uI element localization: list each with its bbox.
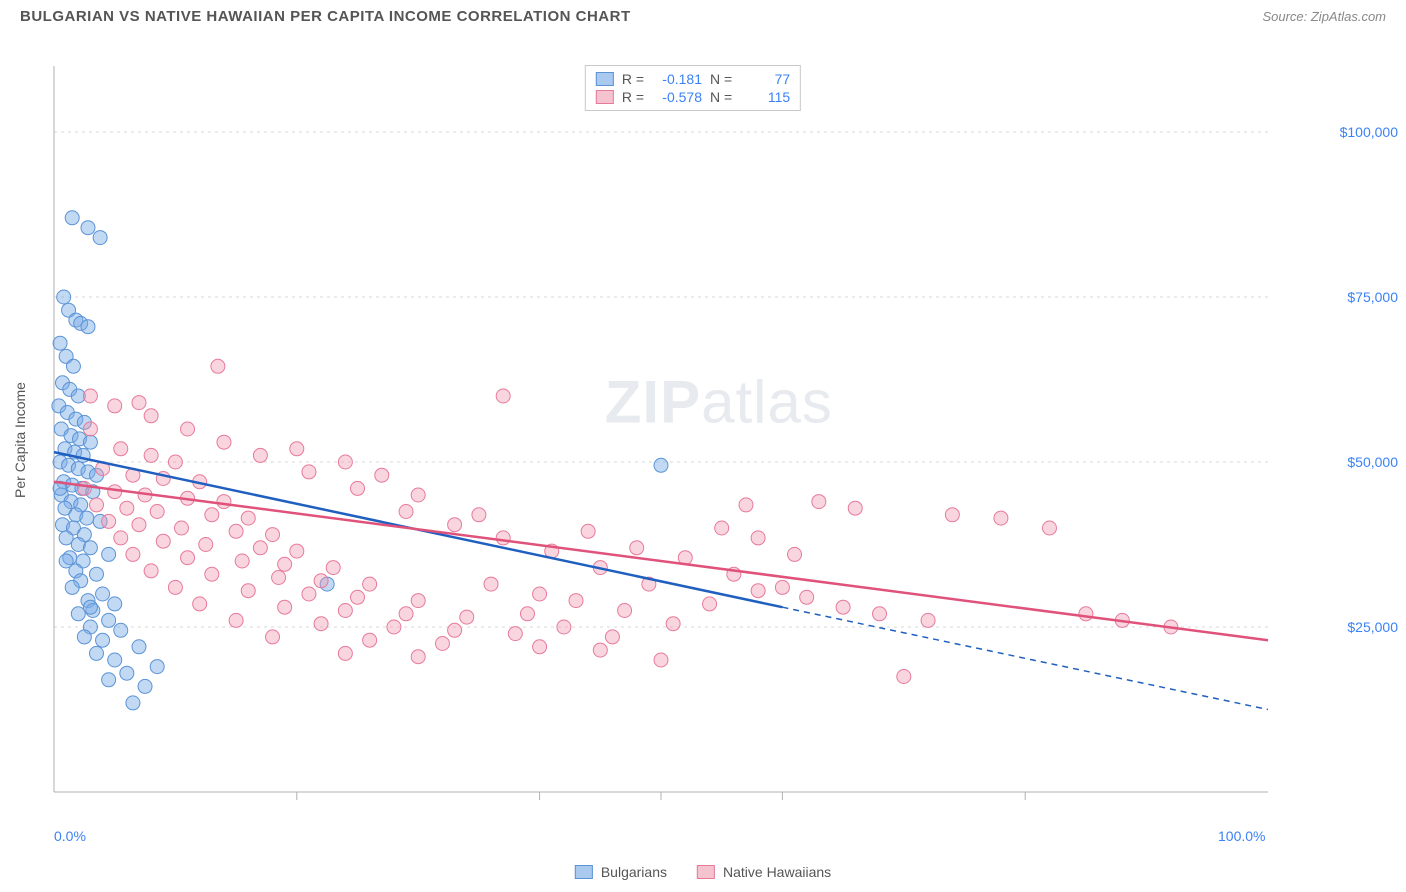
x-tick-label: 100.0% [1218,828,1265,844]
n-value: 77 [740,71,790,87]
y-axis-label: Per Capita Income [12,382,28,498]
chart-title: BULGARIAN VS NATIVE HAWAIIAN PER CAPITA … [20,8,631,25]
r-value: -0.578 [652,89,702,105]
legend-label: Bulgarians [601,864,667,880]
y-tick-label: $50,000 [1347,454,1398,470]
x-tick-label: 0.0% [54,828,86,844]
swatch-icon [697,865,715,879]
stats-row: R = -0.181 N = 77 [596,70,790,88]
stats-row: R = -0.578 N = 115 [596,88,790,106]
legend-item: Native Hawaiians [697,864,831,880]
swatch-icon [596,90,614,104]
swatch-icon [575,865,593,879]
legend-item: Bulgarians [575,864,667,880]
r-value: -0.181 [652,71,702,87]
y-tick-label: $75,000 [1347,289,1398,305]
scatter-plot [48,60,1338,820]
chart-container: Per Capita Income ZIPatlas R = -0.181 N … [48,60,1338,820]
n-label: N = [710,89,732,105]
legend-label: Native Hawaiians [723,864,831,880]
stats-legend-box: R = -0.181 N = 77 R = -0.578 N = 115 [585,65,801,111]
source-attribution: Source: ZipAtlas.com [1262,9,1386,24]
r-label: R = [622,89,644,105]
bottom-legend: Bulgarians Native Hawaiians [575,864,831,880]
y-tick-label: $25,000 [1347,619,1398,635]
r-label: R = [622,71,644,87]
n-label: N = [710,71,732,87]
n-value: 115 [740,89,790,105]
y-tick-label: $100,000 [1340,124,1398,140]
swatch-icon [596,72,614,86]
